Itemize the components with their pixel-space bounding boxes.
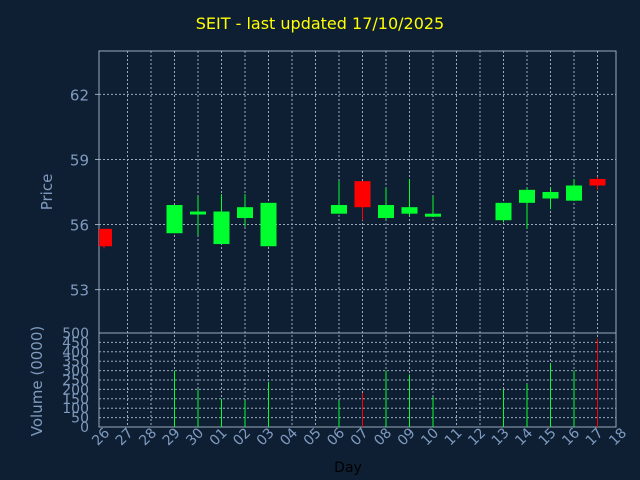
candle-body xyxy=(495,202,512,221)
x-tick-label: 18 xyxy=(606,425,630,449)
candle-body xyxy=(354,181,371,208)
volume-tick-label: 400 xyxy=(62,345,89,361)
x-tick-label: 30 xyxy=(183,425,207,449)
volume-tick-label: 150 xyxy=(62,392,89,408)
candle-body xyxy=(237,207,253,219)
volume-tick-label: 100 xyxy=(62,401,89,417)
volume-tick-label: 0 xyxy=(80,420,89,436)
candle-body xyxy=(378,205,394,219)
x-tick-label: 16 xyxy=(559,425,583,449)
x-tick-label: 15 xyxy=(536,425,560,449)
price-tick-label: 56 xyxy=(70,217,89,235)
price-tick-label: 53 xyxy=(70,282,89,300)
x-axis-label: Day xyxy=(334,460,362,476)
candle-body xyxy=(166,205,183,234)
x-tick-label: 01 xyxy=(207,425,231,449)
volume-tick-label: 50 xyxy=(71,411,89,427)
volume-panel-frame xyxy=(98,332,617,428)
volume-tick-label: 500 xyxy=(62,326,89,342)
volume-tick-label: 350 xyxy=(62,354,89,370)
volume-tick-label: 450 xyxy=(62,335,89,351)
x-tick-label: 04 xyxy=(277,425,301,449)
candle-body xyxy=(190,211,206,215)
x-tick-label: 27 xyxy=(113,425,137,449)
candle-body xyxy=(401,207,418,214)
candle-body xyxy=(213,211,230,245)
x-tick-label: 02 xyxy=(230,425,254,449)
candle-body xyxy=(260,202,277,247)
x-tick-label: 06 xyxy=(324,425,348,449)
volume-tick-label: 250 xyxy=(62,373,89,389)
price-axis-label: Price xyxy=(38,174,56,211)
x-tick-label: 29 xyxy=(160,425,184,449)
chart-title: SEIT - last updated 17/10/2025 xyxy=(195,14,445,33)
candle-body xyxy=(331,205,347,214)
x-tick-label: 26 xyxy=(89,425,113,449)
volume-tick-label: 200 xyxy=(62,382,89,398)
x-tick-label: 12 xyxy=(465,425,489,449)
x-tick-label: 03 xyxy=(254,425,278,449)
candle-body xyxy=(425,213,441,217)
x-tick-label: 14 xyxy=(512,425,536,449)
volume-tick-label: 300 xyxy=(62,364,89,380)
candle-body xyxy=(519,189,535,203)
x-tick-label: 09 xyxy=(395,425,419,449)
x-tick-label: 08 xyxy=(371,425,395,449)
x-tick-label: 10 xyxy=(418,425,442,449)
candle-body xyxy=(589,178,606,186)
x-tick-label: 11 xyxy=(442,425,466,449)
price-tick-label: 62 xyxy=(70,86,89,104)
candle-body xyxy=(542,192,559,199)
x-tick-label: 05 xyxy=(301,425,325,449)
price-tick-label: 59 xyxy=(70,151,89,169)
x-tick-label: 07 xyxy=(348,425,372,449)
x-tick-label: 17 xyxy=(583,425,607,449)
x-tick-label: 13 xyxy=(489,425,513,449)
candle-body xyxy=(566,185,582,201)
x-tick-label: 28 xyxy=(136,425,160,449)
volume-axis-label: Volume (0000) xyxy=(28,326,46,436)
candle-body xyxy=(99,228,112,247)
